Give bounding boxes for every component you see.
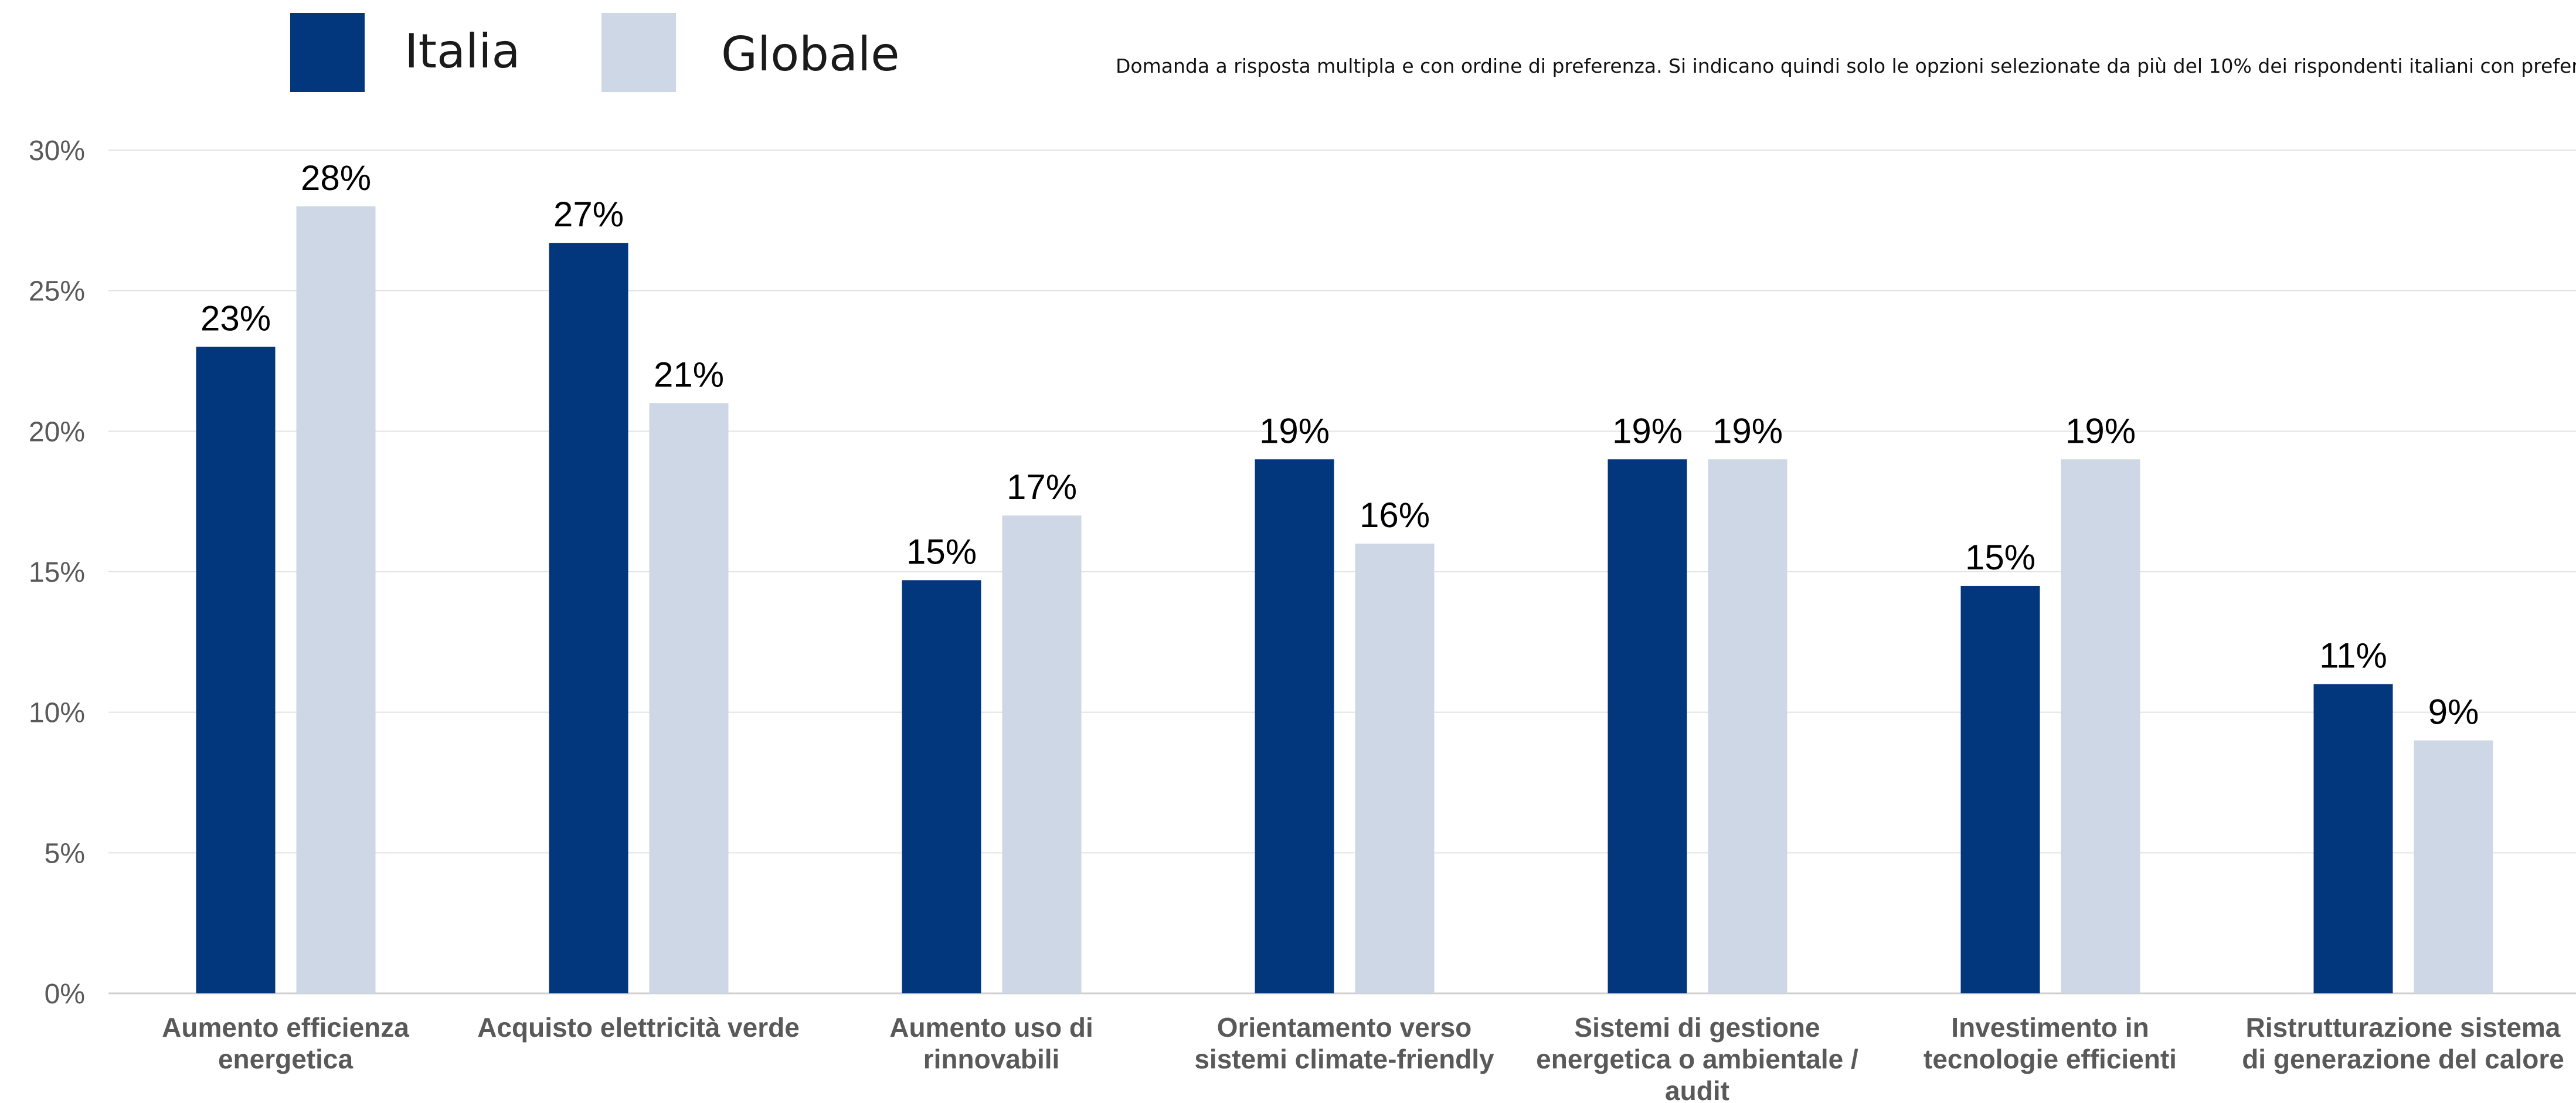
bar-italia	[2313, 684, 2393, 993]
category-label: Sistemi di gestione energetica o ambienta…	[1536, 1012, 1858, 1103]
category-label: Aumento uso di rinnovabili	[889, 1012, 1093, 1074]
bar-globale	[649, 403, 729, 993]
data-label-globale: 17%	[1007, 467, 1077, 507]
y-tick-label: 30%	[29, 135, 85, 167]
bar-globale	[2061, 459, 2140, 993]
bars	[196, 206, 2493, 994]
legend-label-globale: Globale	[721, 27, 899, 82]
bar-italia	[1960, 585, 2040, 993]
category-label-line: Orientamento verso	[1217, 1012, 1472, 1043]
y-tick-label: 5%	[45, 838, 85, 869]
data-label-globale: 28%	[301, 158, 371, 198]
category-label-line: Aumento efficienza	[162, 1012, 409, 1043]
category-label: Acquisto elettricità verde	[477, 1012, 800, 1043]
category-label-line: audit	[1665, 1075, 1729, 1103]
data-label-globale: 9%	[2428, 693, 2479, 732]
bar-globale	[296, 206, 376, 993]
y-tick-label: 20%	[29, 416, 85, 447]
category-label-line: Aumento uso di	[889, 1012, 1093, 1043]
legend-swatch-italia	[290, 13, 365, 92]
y-tick-label: 15%	[29, 557, 85, 588]
bar-italia	[1608, 459, 1687, 993]
category-label-line: Sistemi di gestione	[1574, 1012, 1820, 1043]
data-label-italia: 23%	[200, 299, 271, 338]
category-label-line: sistemi climate-friendly	[1194, 1044, 1494, 1074]
chart-note: Domanda a risposta multipla e con ordine…	[1116, 55, 2576, 77]
category-label-line: energetica o ambientale /	[1536, 1044, 1858, 1074]
data-label-globale: 19%	[1712, 411, 1783, 450]
bar-globale	[1355, 544, 1435, 993]
bar-globale	[1002, 515, 1082, 993]
category-label-line: energetica	[218, 1044, 354, 1074]
category-label-line: Investimento in	[1951, 1012, 2149, 1043]
x-axis: Aumento efficienza energetica Acquisto ele…	[162, 1012, 2564, 1103]
data-label-italia: 27%	[553, 195, 624, 234]
data-label-italia: 15%	[906, 532, 977, 571]
data-label-globale: 19%	[2065, 411, 2136, 450]
y-tick-label: 10%	[29, 698, 85, 729]
category-label-line: Acquisto elettricità verde	[477, 1012, 800, 1043]
data-label-italia: 19%	[1612, 411, 1683, 450]
category-label: Ristrutturazione sistema di generazione d…	[2242, 1012, 2564, 1074]
data-label-globale: 21%	[654, 355, 724, 394]
bar-globale	[2414, 740, 2493, 993]
legend-label-italia: Italia	[405, 24, 520, 79]
data-label-italia: 11%	[2319, 636, 2387, 676]
category-label-line: tecnologie efficienti	[1923, 1044, 2177, 1074]
y-axis: 0% 5% 10% 15% 20% 25% 30%	[29, 135, 85, 1010]
category-label-line: di generazione del calore	[2242, 1044, 2564, 1074]
bar-italia	[1255, 459, 1334, 993]
bar-italia	[902, 580, 981, 993]
data-label-italia: 15%	[1965, 538, 2035, 577]
category-label-line: rinnovabili	[923, 1044, 1060, 1074]
legend-swatch-globale	[601, 13, 676, 92]
data-labels: 23% 28% 27% 21% 15% 17% 19% 16% 19% 19% 15% 19% 11% 9…	[200, 158, 2479, 732]
category-label: Aumento efficienza energetica	[162, 1012, 409, 1074]
bar-italia	[196, 347, 276, 993]
gridlines	[108, 150, 2576, 995]
y-tick-label: 0%	[45, 979, 85, 1010]
y-tick-label: 25%	[29, 276, 85, 307]
data-label-italia: 19%	[1259, 411, 1330, 450]
data-label-globale: 16%	[1360, 495, 1430, 535]
category-label-line: Ristrutturazione sistema	[2246, 1012, 2561, 1043]
legend: Italia Globale	[290, 13, 899, 92]
bar-italia	[549, 243, 628, 994]
bar-globale	[1708, 459, 1787, 993]
category-label: Investimento in tecnologie efficienti	[1923, 1012, 2177, 1074]
category-label: Orientamento verso sistemi climate-friend…	[1194, 1012, 1494, 1074]
